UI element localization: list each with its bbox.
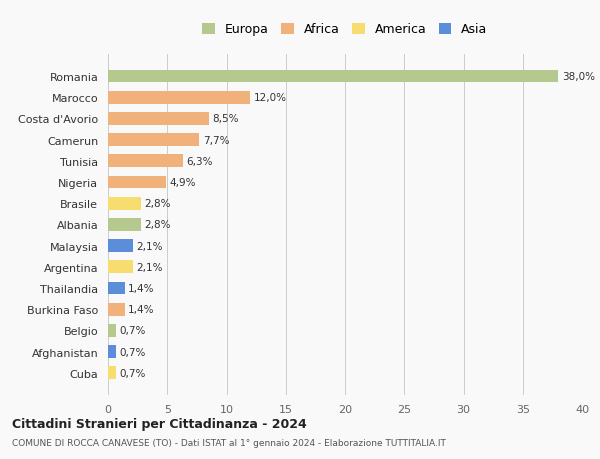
Text: 2,1%: 2,1% — [136, 241, 163, 251]
Bar — [108, 113, 209, 125]
Text: 1,4%: 1,4% — [128, 283, 155, 293]
Bar — [108, 346, 116, 358]
Text: Cittadini Stranieri per Cittadinanza - 2024: Cittadini Stranieri per Cittadinanza - 2… — [12, 417, 307, 430]
Text: 8,5%: 8,5% — [212, 114, 239, 124]
Text: 38,0%: 38,0% — [562, 72, 595, 82]
Bar — [108, 71, 559, 83]
Text: 0,7%: 0,7% — [120, 347, 146, 357]
Text: COMUNE DI ROCCA CANAVESE (TO) - Dati ISTAT al 1° gennaio 2024 - Elaborazione TUT: COMUNE DI ROCCA CANAVESE (TO) - Dati IST… — [12, 438, 446, 447]
Bar — [108, 197, 141, 210]
Bar — [108, 303, 125, 316]
Bar — [108, 325, 116, 337]
Bar — [108, 134, 199, 147]
Text: 2,1%: 2,1% — [136, 262, 163, 272]
Text: 12,0%: 12,0% — [254, 93, 287, 103]
Text: 0,7%: 0,7% — [120, 368, 146, 378]
Bar — [108, 261, 133, 274]
Bar — [108, 155, 182, 168]
Text: 2,8%: 2,8% — [145, 220, 171, 230]
Text: 2,8%: 2,8% — [145, 199, 171, 209]
Text: 1,4%: 1,4% — [128, 304, 155, 314]
Bar — [108, 218, 141, 231]
Bar — [108, 240, 133, 252]
Bar — [108, 176, 166, 189]
Text: 6,3%: 6,3% — [186, 157, 213, 167]
Bar — [108, 92, 250, 104]
Text: 7,7%: 7,7% — [203, 135, 229, 146]
Legend: Europa, Africa, America, Asia: Europa, Africa, America, Asia — [196, 17, 494, 43]
Bar — [108, 367, 116, 379]
Text: 4,9%: 4,9% — [170, 178, 196, 188]
Text: 0,7%: 0,7% — [120, 326, 146, 336]
Bar — [108, 282, 125, 295]
